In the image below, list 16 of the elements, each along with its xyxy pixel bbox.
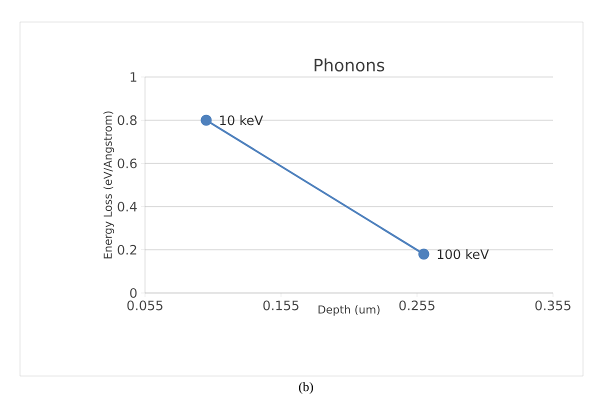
y-tick-label: 0.6 <box>118 158 137 168</box>
x-tick-label: 0.155 <box>263 300 298 310</box>
y-tick-label: 0.4 <box>118 202 137 212</box>
chart-title: Phonons <box>314 58 384 72</box>
annotation: 10 keV <box>220 115 264 126</box>
y-tick-label: 0.2 <box>118 244 136 255</box>
x-tick-label: 0.355 <box>535 300 570 310</box>
annotation: 100 keV <box>438 249 489 260</box>
y-tick-label: 0 <box>130 288 137 298</box>
y-tick-label: 0.8 <box>118 115 137 126</box>
y-axis-title: Energy Loss (eV/Angstrom) <box>103 111 114 258</box>
y-tick-label: 1 <box>130 72 136 82</box>
x-tick-label: 0.055 <box>127 300 162 310</box>
text: (b) <box>299 382 313 394</box>
x-tick-label: 0.255 <box>399 300 434 310</box>
x-axis-title: Depth (um) <box>318 305 380 316</box>
